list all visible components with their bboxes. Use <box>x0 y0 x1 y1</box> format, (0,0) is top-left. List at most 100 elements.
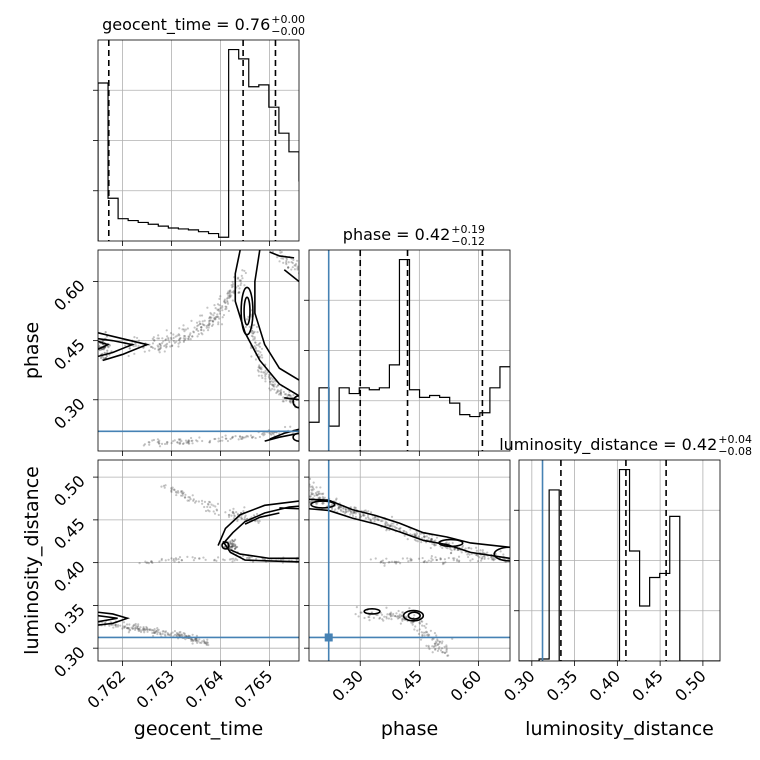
sample-point <box>335 497 338 500</box>
sample-point <box>276 390 279 393</box>
sample-point <box>205 640 208 644</box>
sample-point <box>176 441 179 444</box>
sample-point <box>164 343 167 346</box>
sample-point <box>169 345 172 348</box>
sample-point <box>208 321 211 325</box>
sample-point <box>241 277 244 280</box>
sample-point <box>161 632 164 635</box>
sample-point <box>295 558 298 562</box>
sample-point <box>257 374 261 377</box>
sample-point <box>172 557 175 561</box>
sample-point <box>272 432 275 436</box>
sample-point <box>423 559 427 563</box>
panel-title-phase: phase = 0.42 +0.19−0.12 <box>343 223 485 248</box>
sample-point <box>190 638 193 641</box>
sample-point <box>430 560 433 563</box>
sample-point <box>359 512 362 516</box>
sample-point <box>259 367 262 370</box>
sample-point <box>200 328 203 331</box>
sample-point <box>319 492 322 495</box>
contour-level <box>363 608 381 615</box>
sample-point <box>191 638 194 642</box>
sample-point <box>318 492 321 496</box>
sample-point <box>196 324 199 328</box>
sample-point <box>205 324 208 328</box>
sample-point <box>231 510 235 513</box>
sample-point <box>287 393 291 397</box>
sample-point <box>176 334 179 337</box>
sample-point <box>282 257 285 260</box>
sample-point <box>231 511 235 515</box>
sample-point <box>293 264 296 267</box>
sample-point <box>134 342 137 345</box>
sample-point <box>158 342 161 346</box>
sample-point <box>292 258 295 261</box>
sample-point <box>159 345 162 348</box>
sample-point <box>156 441 159 444</box>
sample-point <box>288 390 291 393</box>
sample-point <box>224 305 227 308</box>
sample-point <box>232 540 236 543</box>
truth-marker <box>324 633 333 642</box>
sample-point <box>180 633 183 636</box>
sample-point <box>413 532 416 535</box>
sample-point <box>231 299 234 302</box>
sample-point <box>457 555 461 558</box>
sample-point <box>261 432 264 436</box>
sample-point <box>389 614 392 617</box>
sample-point <box>199 322 202 325</box>
sample-point <box>301 270 303 272</box>
sample-point <box>133 336 136 339</box>
sample-point <box>384 523 387 526</box>
sample-point <box>105 355 109 358</box>
sample-point <box>359 611 362 614</box>
sample-point <box>164 630 168 633</box>
sample-point <box>269 378 272 381</box>
sample-point <box>191 640 195 643</box>
sample-point <box>309 501 312 504</box>
sample-point <box>198 557 201 560</box>
sample-point <box>199 314 202 317</box>
sample-point <box>227 290 230 293</box>
sample-point <box>282 400 285 403</box>
sample-point <box>230 545 234 548</box>
sample-point <box>176 634 179 637</box>
sample-point <box>189 337 192 341</box>
sample-point <box>490 558 493 561</box>
sample-point <box>221 435 224 439</box>
sample-point <box>499 550 502 553</box>
sample-point <box>175 633 178 636</box>
sample-point <box>384 522 387 525</box>
sample-point <box>420 620 423 623</box>
sample-point <box>114 623 118 626</box>
sample-point <box>215 509 219 512</box>
sample-point <box>353 507 356 510</box>
sample-point <box>191 442 194 445</box>
sample-point <box>397 609 400 613</box>
sample-point <box>131 627 135 630</box>
sample-point <box>279 392 282 395</box>
sample-point <box>195 640 198 643</box>
sample-point <box>378 617 381 620</box>
sample-point <box>279 392 282 395</box>
sample-point <box>142 444 145 447</box>
sample-point <box>158 439 161 442</box>
sample-point <box>138 627 141 630</box>
sample-point <box>455 559 459 562</box>
sample-point <box>423 535 426 538</box>
sample-point <box>167 558 170 561</box>
sample-point <box>153 628 156 631</box>
sample-point <box>232 291 235 294</box>
sample-point <box>376 518 380 522</box>
sample-point <box>337 507 340 510</box>
ytick-label: 0.30 <box>50 394 89 433</box>
sample-point <box>206 638 209 641</box>
sample-point <box>369 518 372 521</box>
sample-point <box>470 547 473 550</box>
sample-point <box>438 642 441 645</box>
sample-point <box>124 344 127 347</box>
sample-point <box>100 348 103 351</box>
sample-point <box>269 382 272 386</box>
sample-point <box>383 564 386 567</box>
sample-point <box>302 277 304 279</box>
